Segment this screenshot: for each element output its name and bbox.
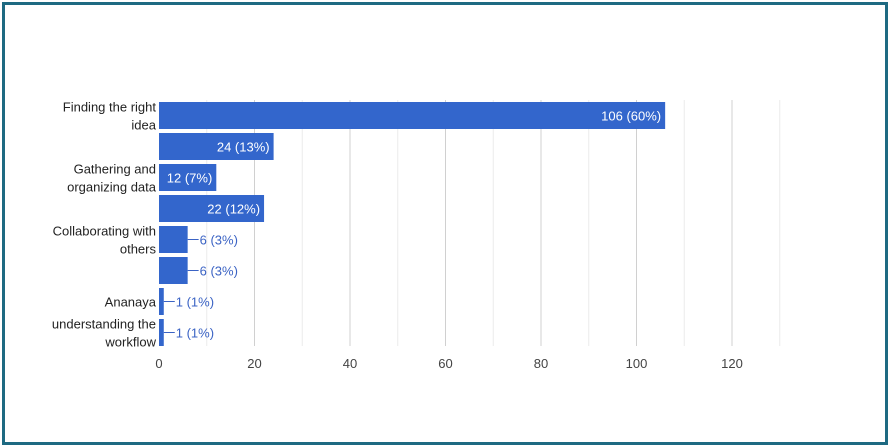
category-label-line: Finding the right xyxy=(63,100,157,115)
bar xyxy=(159,257,188,284)
bar xyxy=(159,226,188,253)
category-label-line: organizing data xyxy=(67,180,157,195)
bar-value-label: 6 (3%) xyxy=(200,264,238,279)
category-label-line: Gathering and xyxy=(74,162,156,177)
bar xyxy=(159,102,666,129)
bar-value-label: 22 (12%) xyxy=(207,202,260,217)
x-tick-label: 100 xyxy=(626,356,648,371)
bar-value-label: 6 (3%) xyxy=(200,233,238,248)
gridlines xyxy=(206,100,781,346)
bar-value-label: 1 (1%) xyxy=(176,295,214,310)
category-label-line: others xyxy=(120,242,157,257)
category-label: Collaborating with others xyxy=(53,224,157,257)
category-label-line: Ananaya xyxy=(105,295,157,310)
category-label: Ananaya xyxy=(105,295,157,310)
bar-value-label: 106 (60%) xyxy=(601,109,661,124)
category-label-line: Collaborating with xyxy=(53,224,156,239)
category-label: Gathering and organizing data xyxy=(67,162,157,195)
x-tick-label: 20 xyxy=(247,356,261,371)
x-tick-label: 0 xyxy=(155,356,162,371)
category-label: Finding the right idea xyxy=(63,100,157,133)
x-tick-label: 40 xyxy=(343,356,357,371)
category-label-line: understanding the xyxy=(52,317,156,332)
x-axis-ticks: 0 20 40 60 80 100 120 xyxy=(155,356,742,371)
bar-value-label: 24 (13%) xyxy=(217,140,270,155)
bar xyxy=(159,195,265,222)
bar xyxy=(159,319,164,346)
bar xyxy=(159,164,217,191)
x-tick-label: 80 xyxy=(534,356,548,371)
x-tick-label: 120 xyxy=(721,356,743,371)
bar xyxy=(159,133,274,160)
bar-value-label: 12 (7%) xyxy=(167,171,213,186)
category-label-line: workflow xyxy=(104,335,156,350)
bar xyxy=(159,288,164,315)
x-tick-label: 60 xyxy=(438,356,452,371)
category-labels: Finding the right idea Gathering and organi… xyxy=(52,100,157,350)
category-label-line: idea xyxy=(131,118,156,133)
bar-value-label: 1 (1%) xyxy=(176,326,214,341)
category-label: understanding the workflow xyxy=(52,317,157,350)
bars: 106 (60%) 24 (13%) 12 (7%) 22 (12%) 6 (3%) 6 … xyxy=(159,102,666,346)
